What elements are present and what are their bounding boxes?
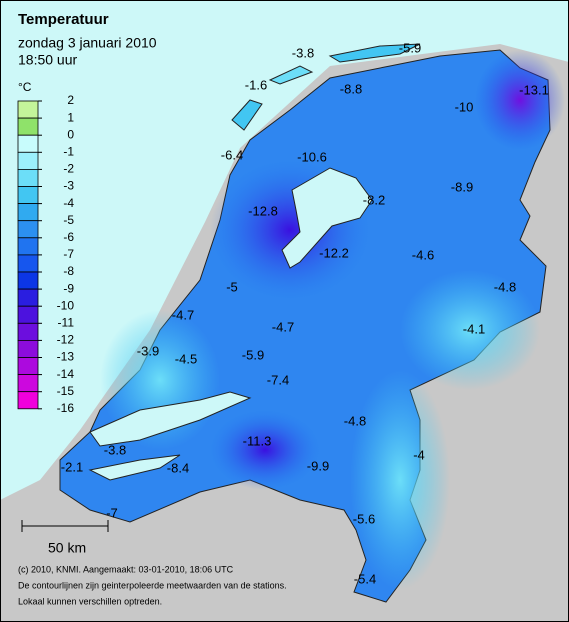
station-value: -8.4 — [167, 460, 189, 475]
station-value: -4.8 — [344, 413, 366, 428]
legend-label: -8 — [63, 264, 74, 278]
contour-area — [475, 50, 565, 150]
island — [231, 99, 263, 131]
legend: 2 1 0 -1 -2 -3 -4 -5 -6 -7 -8 -9 -10 -11 -12 -13 -14 -15 -… — [17, 93, 75, 415]
lake — [281, 167, 373, 269]
legend-label: -5 — [63, 213, 74, 227]
legend-swatch — [17, 374, 39, 393]
legend-label: 1 — [67, 110, 74, 124]
station-value: -8.2 — [363, 192, 385, 207]
legend-swatch — [17, 100, 39, 119]
station-value: -4.5 — [175, 351, 197, 366]
legend-swatch — [17, 186, 39, 205]
station-value: -10 — [455, 99, 474, 114]
station-value: -9.9 — [307, 458, 329, 473]
station-value: -4 — [413, 447, 425, 462]
legend-swatch — [17, 322, 39, 341]
legend-label: -6 — [63, 230, 74, 244]
footer-line: Lokaal kunnen verschillen optreden. — [18, 596, 162, 606]
station-value: -3.8 — [104, 442, 126, 457]
legend-label: 2 — [67, 93, 74, 107]
legend-swatch — [17, 151, 39, 170]
estuary — [88, 454, 181, 481]
island — [268, 65, 314, 85]
station-value: -4.1 — [463, 321, 485, 336]
station-value: -12.2 — [319, 245, 349, 260]
scale-label: 50 km — [48, 540, 86, 556]
sea — [0, 0, 569, 500]
station-value: -11.3 — [243, 433, 272, 448]
legend-swatch — [17, 391, 39, 410]
island — [328, 43, 421, 63]
legend-swatch — [17, 357, 39, 376]
legend-swatch — [17, 271, 39, 290]
time: 18:50 uur — [18, 52, 77, 68]
station-value: -4.8 — [494, 279, 516, 294]
legend-label: -3 — [63, 179, 74, 193]
legend-swatch — [17, 220, 39, 239]
station-value: -4.7 — [272, 319, 294, 334]
estuary — [89, 391, 252, 447]
legend-swatch — [17, 117, 39, 136]
station-value: -8.8 — [340, 81, 362, 96]
station-value: -5 — [226, 279, 238, 294]
date: zondag 3 januari 2010 — [18, 35, 157, 51]
legend-swatch — [17, 203, 39, 222]
station-value: -4.6 — [412, 247, 434, 262]
contour-area — [350, 370, 450, 590]
station-value: -5.4 — [354, 571, 376, 586]
station-value: -8.9 — [451, 179, 473, 194]
legend-label: -15 — [57, 384, 75, 398]
legend-label: -1 — [63, 144, 74, 158]
legend-label: -16 — [57, 401, 75, 415]
legend-swatch — [17, 237, 39, 256]
legend-label: -11 — [58, 315, 75, 329]
legend-label: -14 — [57, 367, 75, 381]
station-value: -3.8 — [292, 45, 314, 60]
footer-line: De contourlijnen zijn geinterpoleerde me… — [18, 580, 287, 590]
legend-label: -7 — [63, 247, 74, 261]
station-value: -7.4 — [267, 372, 289, 387]
legend-swatch — [17, 134, 39, 153]
station-value: -7 — [106, 505, 118, 520]
title: Temperatuur — [18, 11, 109, 28]
footer-line: (c) 2010, KNMI. Aangemaakt: 03-01-2010, … — [18, 564, 234, 574]
legend-swatch — [17, 254, 39, 273]
station-value: -5.9 — [399, 40, 421, 55]
station-value: -13.1 — [519, 82, 549, 97]
legend-label: -4 — [63, 196, 74, 210]
station-value: -5.6 — [353, 511, 375, 526]
station-value: -3.9 — [137, 343, 159, 358]
contour-area — [210, 410, 320, 490]
station-value: -10.6 — [297, 149, 327, 164]
legend-swatch — [17, 168, 39, 187]
legend-label: -9 — [63, 281, 74, 295]
contour-area — [400, 270, 540, 390]
legend-swatch — [17, 305, 39, 324]
station-value: -4.7 — [172, 307, 194, 322]
legend-swatch — [17, 339, 39, 358]
station-value: -12.8 — [248, 203, 278, 218]
legend-label: -10 — [57, 298, 75, 312]
scale-bar: 50 km — [21, 520, 109, 556]
station-value: -2.1 — [61, 459, 83, 474]
stations: -3.8 -5.9-1.6 -8.8-10-13.1-6.4 -10.6-8.9-8.… — [61, 40, 549, 586]
legend-swatch — [17, 288, 39, 307]
station-value: -5.9 — [242, 347, 264, 362]
station-value: -1.6 — [245, 77, 267, 92]
legend-label: 0 — [67, 127, 74, 141]
legend-label: -2 — [63, 162, 74, 176]
legend-label: -12 — [57, 333, 75, 347]
legend-label: -13 — [57, 350, 75, 364]
station-value: -6.4 — [221, 147, 243, 162]
legend-unit: °C — [18, 80, 32, 94]
